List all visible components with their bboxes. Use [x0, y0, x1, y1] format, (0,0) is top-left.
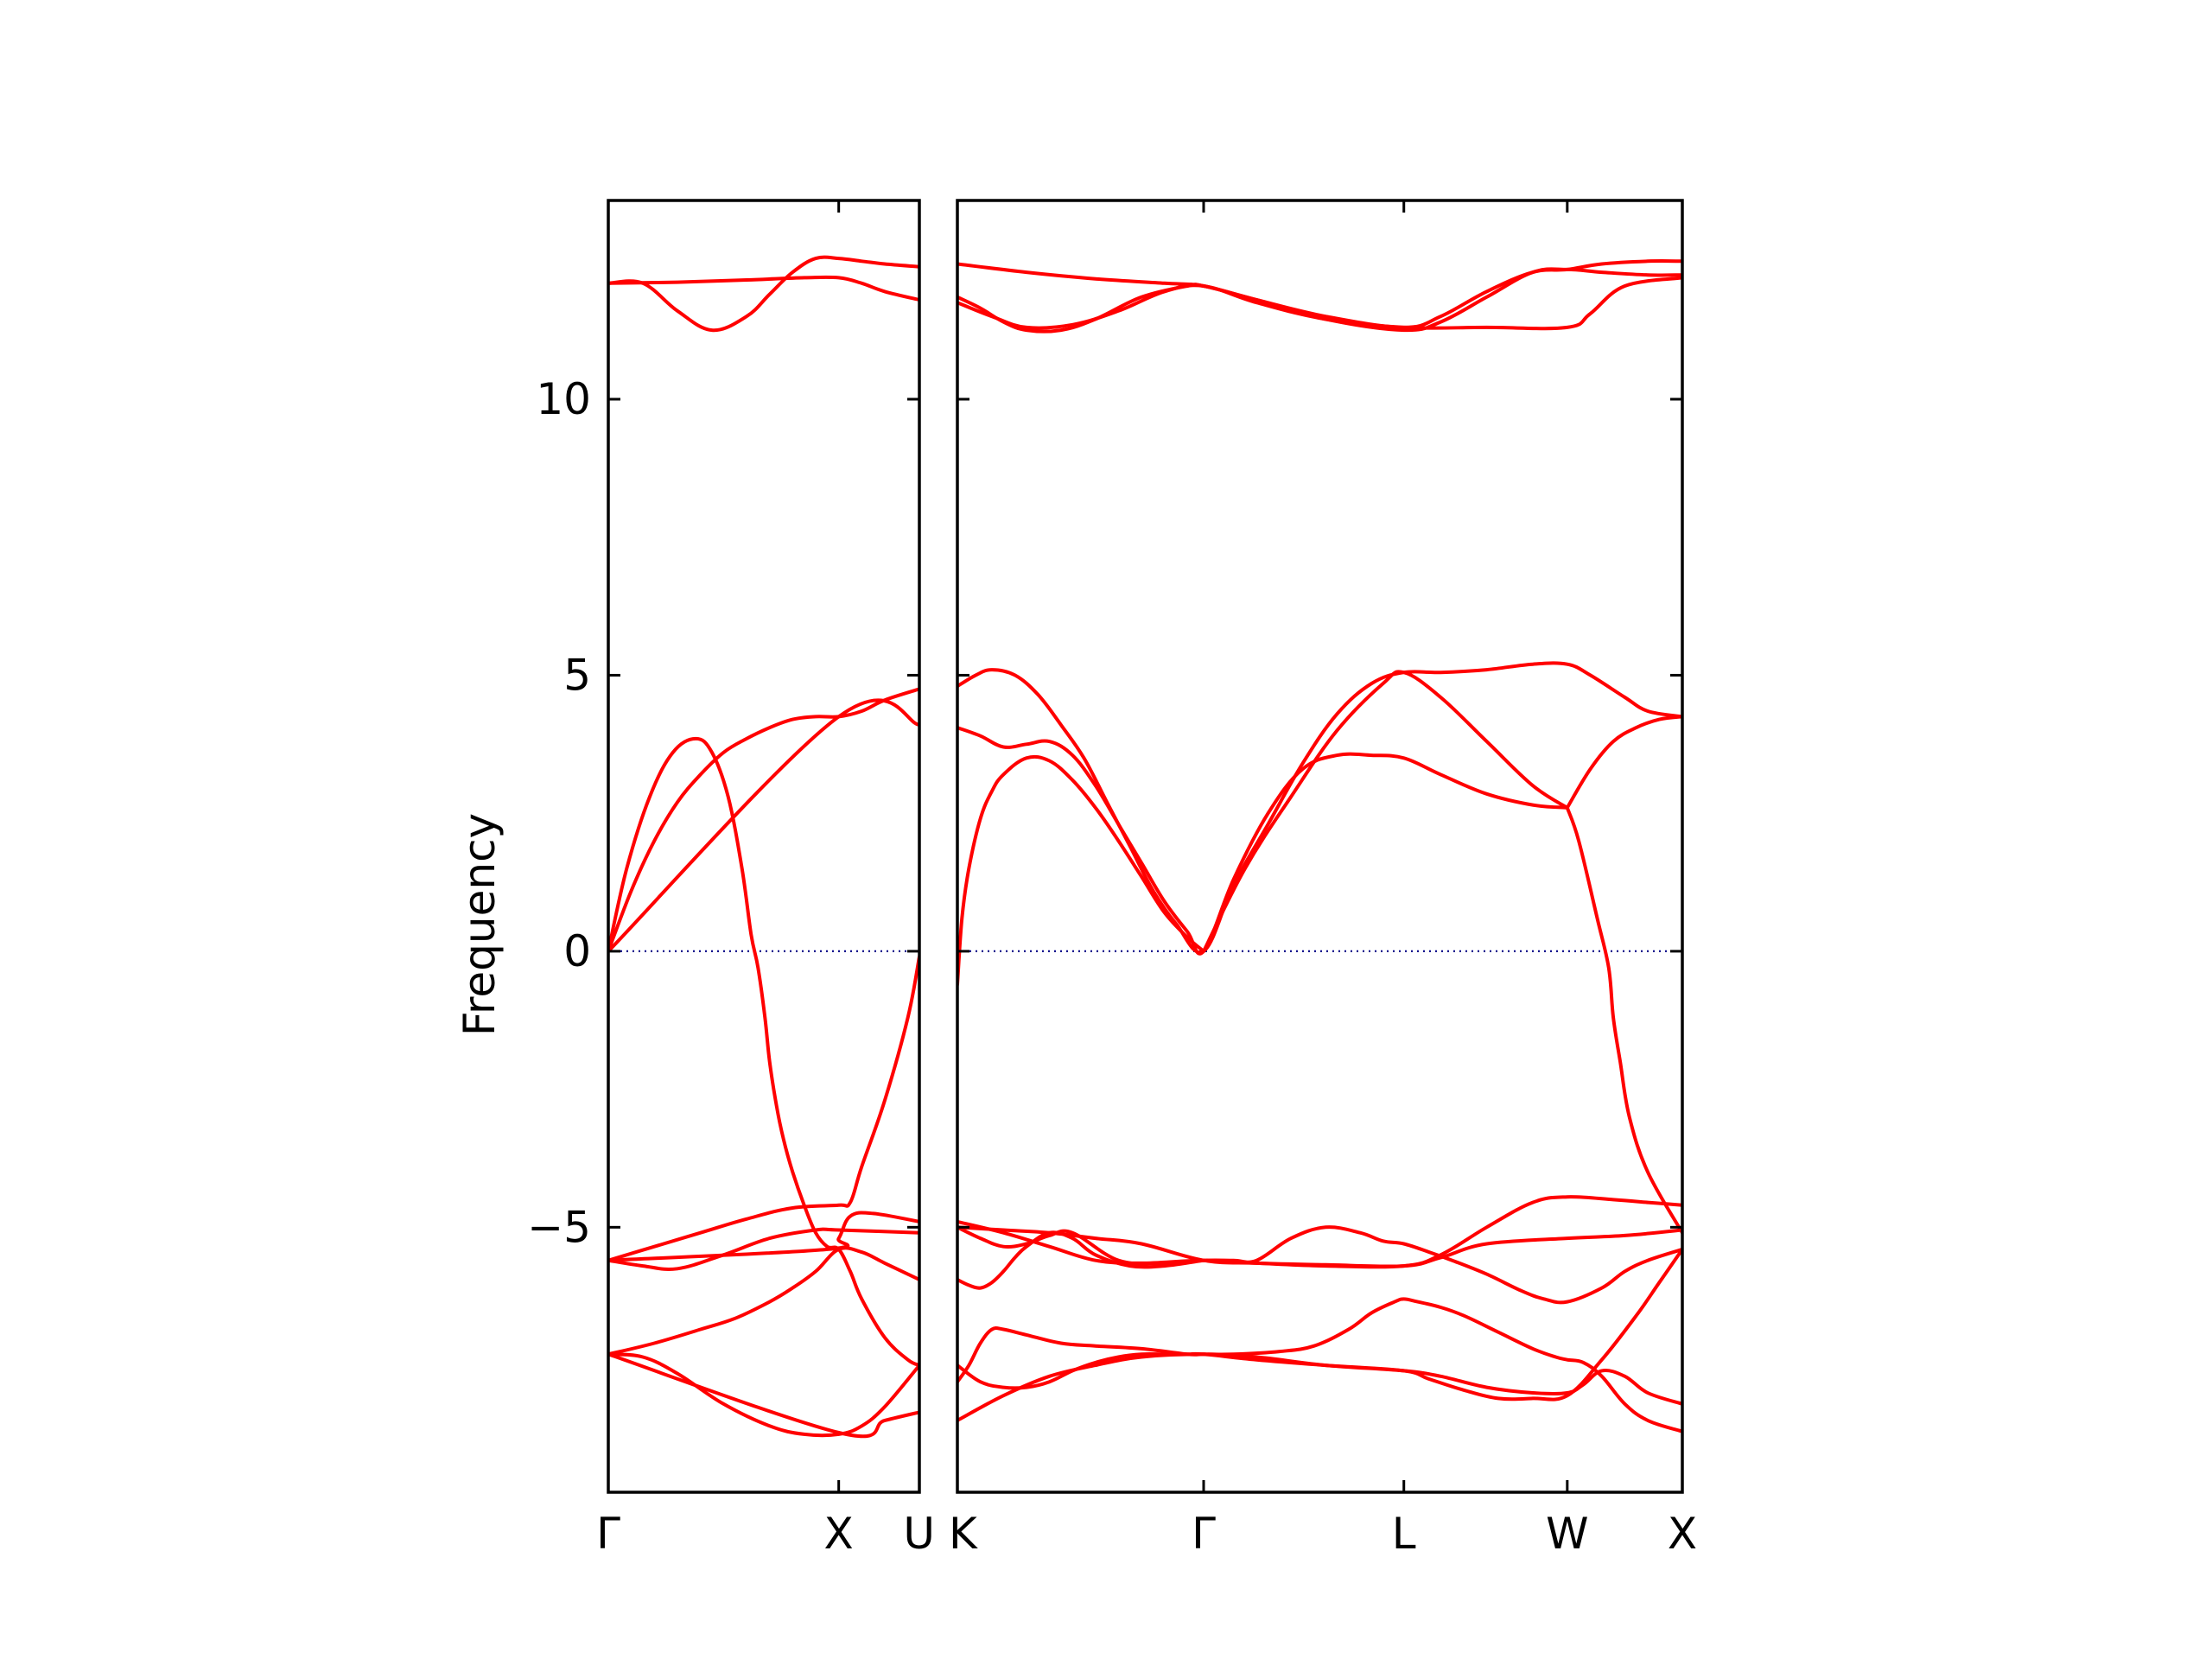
band-line-right-9 — [1565, 715, 1682, 810]
y-tick-label: 5 — [563, 650, 591, 700]
band-line-right-2 — [957, 267, 1682, 334]
band-line-right-4 — [957, 661, 1682, 955]
x-tick-label: Γ — [1192, 1509, 1216, 1559]
band-line-right-13 — [957, 1230, 1205, 1290]
band-line-left-3 — [608, 736, 919, 1368]
y-axis-label: Frequency — [454, 813, 505, 1036]
band-line-left-5 — [608, 698, 919, 953]
band-line-left-9 — [608, 1246, 919, 1357]
plot-frame-right — [956, 199, 1684, 1494]
x-tick-label: Γ — [596, 1509, 620, 1559]
band-line-left-1 — [608, 255, 919, 333]
band-line-left-4 — [608, 687, 919, 953]
band-line-left-7 — [608, 1227, 919, 1271]
band-line-left-2 — [608, 275, 919, 302]
band-line-right-3 — [957, 276, 1682, 331]
band-line-right-11 — [957, 1225, 1682, 1268]
band-line-right-16 — [957, 1352, 1682, 1422]
band-line-right-14 — [957, 1297, 1682, 1433]
x-tick-label: U — [903, 1509, 935, 1559]
band-line-left-6 — [608, 955, 919, 1262]
y-tick-label: −5 — [527, 1202, 591, 1252]
x-tick-label: X — [824, 1509, 854, 1559]
y-tick-label: 0 — [563, 926, 591, 976]
y-tick-label: 10 — [536, 374, 591, 424]
band-line-right-7 — [1202, 670, 1569, 953]
x-tick-label: L — [1392, 1509, 1416, 1559]
band-line-right-6 — [957, 754, 1205, 987]
band-line-right-5 — [957, 726, 1569, 956]
band-line-right-12 — [957, 1225, 1682, 1305]
y-axis: −5 0 5 10 — [527, 374, 591, 1252]
x-tick-label: K — [949, 1509, 978, 1559]
x-tick-label: X — [1668, 1509, 1697, 1559]
x-tick-label: W — [1546, 1509, 1588, 1559]
band-line-left-11 — [608, 1352, 919, 1439]
band-line-left-8 — [608, 1211, 919, 1262]
band-line-left-10 — [608, 1352, 919, 1438]
plot-frame-left — [607, 199, 921, 1494]
band-line-right-15 — [957, 1247, 1682, 1402]
band-line-right-8 — [1565, 805, 1682, 1235]
